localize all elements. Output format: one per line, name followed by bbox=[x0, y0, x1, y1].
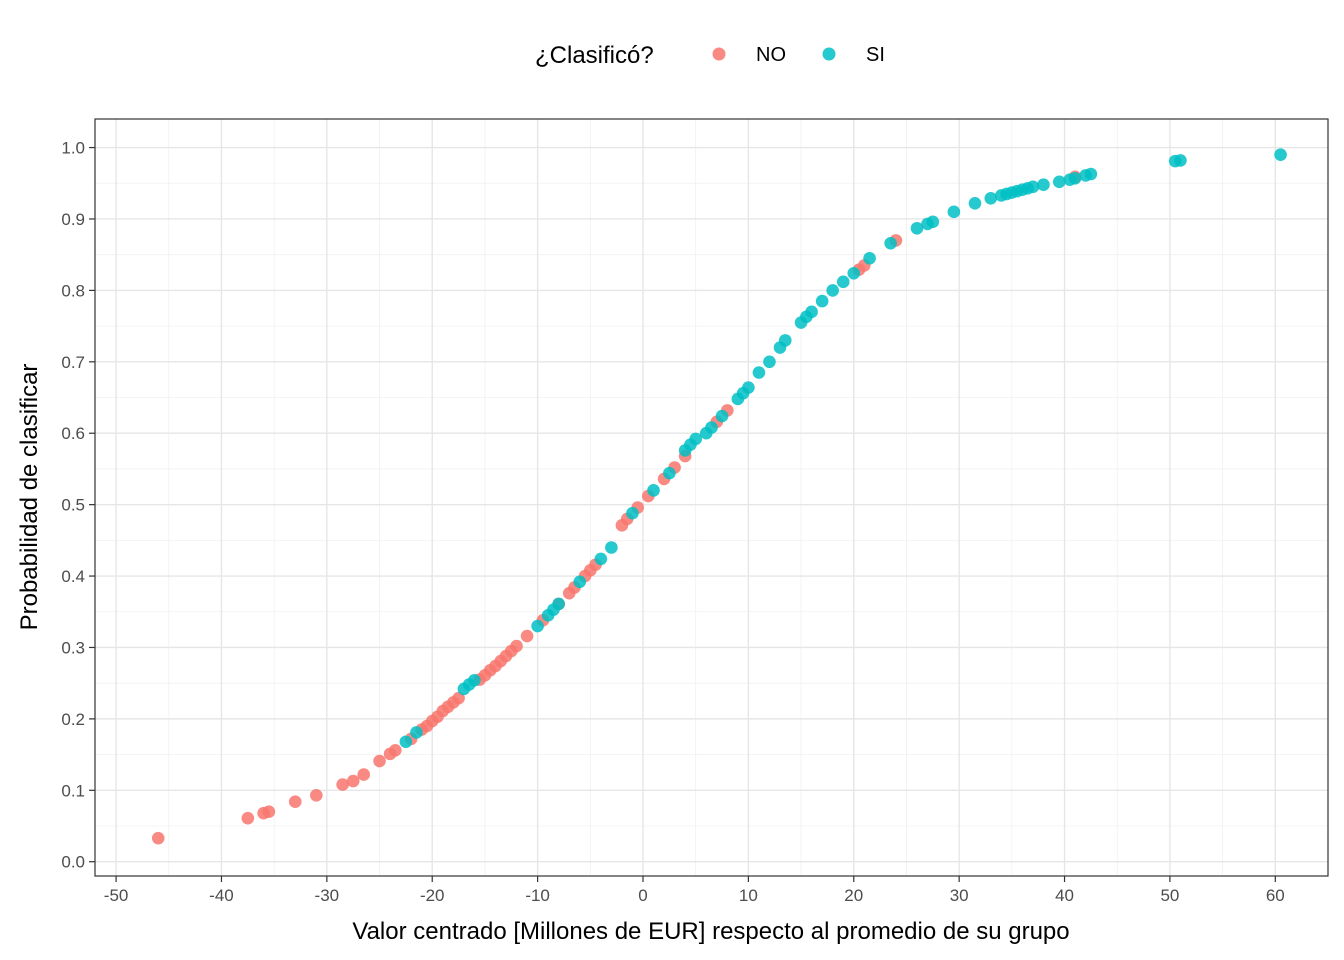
data-point-no bbox=[241, 811, 255, 825]
x-tick-label: 30 bbox=[950, 886, 969, 905]
y-tick-label: 0.7 bbox=[61, 353, 85, 372]
x-tick-label: 60 bbox=[1266, 886, 1285, 905]
data-point-si bbox=[968, 196, 982, 210]
data-point-si bbox=[1068, 171, 1082, 185]
data-point-si bbox=[552, 597, 565, 611]
x-tick-label: -50 bbox=[104, 886, 129, 905]
data-point-si bbox=[910, 221, 924, 235]
data-point-si bbox=[863, 251, 876, 265]
y-tick-label: 0.6 bbox=[61, 424, 85, 443]
data-points bbox=[151, 148, 1287, 845]
x-tick-label: 50 bbox=[1160, 886, 1179, 905]
data-point-si bbox=[947, 205, 961, 219]
legend-label-si: SI bbox=[866, 44, 885, 66]
y-axis: 0.0 0.1 0.2 0.3 0.4 0.5 0.6 0.7 0.8 0.9 1.0 bbox=[61, 139, 95, 872]
data-point-si bbox=[778, 334, 792, 347]
data-point-no bbox=[452, 691, 465, 705]
data-point-si bbox=[663, 466, 676, 480]
data-point-si bbox=[815, 294, 829, 308]
data-point-no bbox=[151, 831, 165, 845]
x-tick-label: 40 bbox=[1055, 886, 1074, 905]
data-point-si bbox=[594, 552, 608, 566]
y-tick-label: 0.8 bbox=[61, 281, 85, 300]
y-axis-title: Probabilidad de clasificar bbox=[16, 364, 43, 631]
x-tick-label: 0 bbox=[638, 886, 647, 905]
legend: ¿Clasificó? NO SI bbox=[535, 42, 885, 69]
legend-title: ¿Clasificó? bbox=[535, 42, 654, 69]
data-point-no bbox=[373, 754, 386, 768]
minor-gridlines bbox=[95, 119, 1328, 876]
legend-marker-no bbox=[712, 47, 726, 61]
data-point-si bbox=[984, 191, 998, 205]
x-tick-label: -30 bbox=[315, 886, 340, 905]
data-point-si bbox=[836, 275, 850, 289]
x-axis-title: Valor centrado [Millones de EUR] respect… bbox=[352, 918, 1069, 945]
x-tick-label: 20 bbox=[844, 886, 863, 905]
data-point-si bbox=[742, 381, 755, 394]
major-gridlines bbox=[95, 119, 1328, 876]
data-point-si bbox=[763, 355, 776, 369]
legend-marker-si bbox=[822, 47, 836, 61]
data-point-no bbox=[310, 789, 323, 802]
data-point-si bbox=[626, 506, 639, 520]
plot-panel-border bbox=[94, 118, 1329, 877]
data-point-si bbox=[605, 541, 618, 554]
data-point-si bbox=[410, 726, 423, 739]
data-point-no bbox=[357, 768, 371, 781]
x-tick-label: 10 bbox=[739, 886, 758, 905]
data-point-si bbox=[573, 575, 587, 589]
data-point-no bbox=[336, 778, 349, 791]
data-point-si bbox=[689, 432, 702, 446]
x-axis: -50 -40 -30 -20 -10 0 10 20 30 40 50 60 bbox=[104, 876, 1285, 905]
data-point-si bbox=[805, 305, 818, 319]
y-tick-label: 1.0 bbox=[61, 139, 85, 158]
data-point-si bbox=[1026, 180, 1040, 194]
data-point-no bbox=[520, 629, 534, 643]
data-point-no bbox=[262, 805, 276, 819]
data-point-si bbox=[1174, 154, 1187, 167]
data-point-si bbox=[926, 215, 940, 229]
data-point-si bbox=[752, 366, 766, 379]
data-point-si bbox=[399, 735, 413, 749]
data-point-no bbox=[389, 744, 402, 757]
y-tick-label: 0.5 bbox=[61, 496, 85, 515]
data-point-si bbox=[715, 409, 729, 423]
legend-label-no: NO bbox=[756, 44, 786, 66]
data-point-si bbox=[468, 674, 481, 687]
data-point-no bbox=[510, 639, 523, 653]
data-point-si bbox=[847, 266, 861, 280]
data-point-si bbox=[884, 236, 897, 250]
data-point-si bbox=[1274, 148, 1287, 162]
y-tick-label: 0.0 bbox=[61, 853, 85, 872]
y-tick-label: 0.4 bbox=[61, 567, 85, 586]
x-tick-label: -20 bbox=[420, 886, 445, 905]
data-point-no bbox=[346, 774, 360, 788]
x-tick-label: -40 bbox=[209, 886, 234, 905]
data-point-si bbox=[1052, 175, 1066, 189]
data-point-si bbox=[531, 619, 544, 633]
data-point-si bbox=[647, 484, 660, 497]
data-point-no bbox=[288, 795, 302, 809]
data-point-si bbox=[1037, 178, 1050, 192]
data-point-si bbox=[826, 284, 839, 297]
y-tick-label: 0.3 bbox=[61, 638, 85, 657]
y-tick-label: 0.1 bbox=[61, 781, 85, 800]
data-point-si bbox=[705, 421, 718, 434]
y-tick-label: 0.2 bbox=[61, 710, 85, 729]
data-point-si bbox=[1084, 167, 1098, 181]
y-tick-label: 0.9 bbox=[61, 210, 85, 229]
x-tick-label: -10 bbox=[525, 886, 550, 905]
